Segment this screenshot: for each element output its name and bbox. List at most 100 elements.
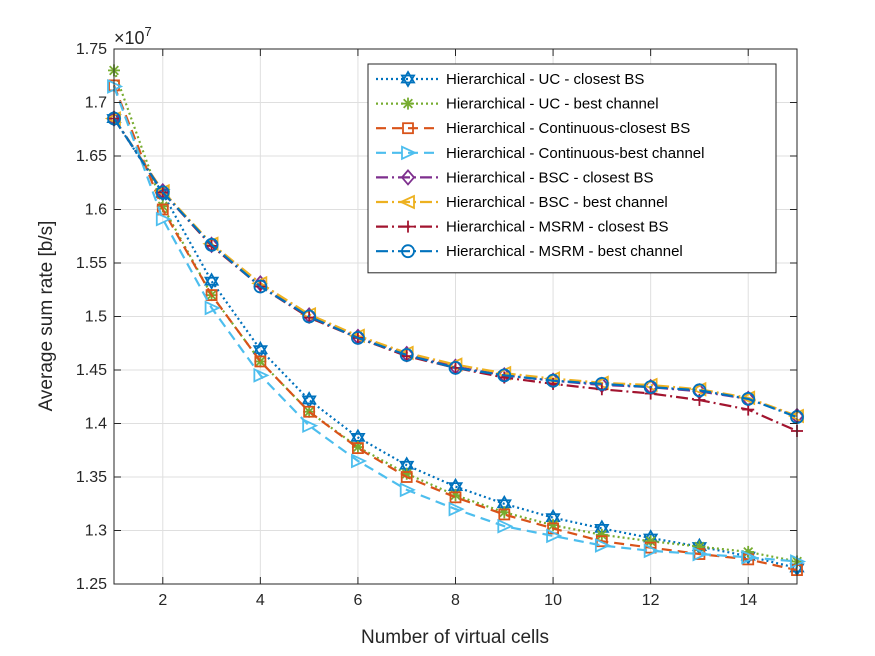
data-point <box>252 340 268 359</box>
y-exponent-power: 7 <box>145 24 152 39</box>
y-tick-label: 1.35 <box>76 469 107 486</box>
legend-entry: Hierarchical - UC - best channel <box>376 96 659 113</box>
y-tick-label: 1.7 <box>85 95 107 112</box>
legend-label: Hierarchical - UC - best channel <box>446 96 659 113</box>
legend-entry: Hierarchical - MSRM - closest BS <box>376 219 669 236</box>
y-exponent-label: ×107 <box>114 24 152 48</box>
data-point <box>351 330 365 345</box>
data-point <box>741 549 758 565</box>
y-tick-label: 1.5 <box>85 309 107 326</box>
data-point <box>352 442 364 455</box>
legend-entry: Hierarchical - Continuous-best channel <box>376 145 704 162</box>
y-tick-label: 1.65 <box>76 148 107 165</box>
data-point <box>399 482 416 498</box>
x-tick-label: 6 <box>353 592 362 609</box>
tick-labels: 2 4 6 8 10 12 14 1.25 1.3 1.35 1.4 1.45 1.5 1.55 1.6 1.… <box>76 41 757 609</box>
data-point <box>448 501 465 517</box>
y-axis-label: Average sum rate [b/s] <box>36 221 57 412</box>
series-2 <box>108 64 803 568</box>
series-4 <box>107 79 807 569</box>
data-point <box>400 467 413 480</box>
data-point <box>303 311 316 324</box>
data-point <box>692 546 709 562</box>
data-point <box>741 391 756 406</box>
data-point <box>350 428 366 447</box>
data-point <box>303 405 316 418</box>
series-line <box>113 117 798 419</box>
data-point <box>497 368 512 383</box>
legend-box <box>367 63 777 274</box>
y-tick-label: 1.6 <box>85 202 107 219</box>
legend-entry: Hierarchical - BSC - closest BS <box>376 169 654 186</box>
legend-label: Hierarchical - Continuous-closest BS <box>446 120 690 137</box>
data-point <box>203 272 220 290</box>
data-point <box>302 309 317 324</box>
data-point <box>595 528 608 541</box>
data-point <box>692 383 707 398</box>
x-tick-label: 12 <box>642 592 660 609</box>
legend-marker <box>401 145 418 161</box>
y-tick-label: 1.4 <box>85 416 107 433</box>
data-point <box>448 360 463 375</box>
data-point <box>254 355 267 368</box>
legend-marker <box>401 244 415 259</box>
legend-entry: Hierarchical - BSC - best channel <box>376 194 668 211</box>
x-tick-label: 10 <box>544 592 562 609</box>
legend-label: Hierarchical - BSC - best channel <box>446 194 668 211</box>
data-point <box>594 377 609 391</box>
data-point <box>594 538 612 553</box>
legend-entry: Hierarchical - UC - closest BS <box>376 70 644 88</box>
legend: Hierarchical - UC - closest BS Hierarchic… <box>367 63 777 274</box>
data-point <box>204 300 221 316</box>
x-tick-label: 2 <box>158 592 167 609</box>
data-point <box>400 471 413 483</box>
y-tick-label: 1.25 <box>76 576 107 593</box>
data-point <box>204 237 219 252</box>
legend-marker <box>400 169 416 186</box>
legend-label: Hierarchical - BSC - closest BS <box>446 169 654 186</box>
data-point <box>644 535 657 548</box>
series-line <box>112 70 798 563</box>
y-exponent-base: ×10 <box>114 28 145 48</box>
data-point <box>351 453 368 469</box>
data-point <box>643 380 658 395</box>
data-point <box>497 518 514 534</box>
data-point <box>302 418 319 434</box>
ticks <box>114 48 797 585</box>
legend-marker <box>402 220 414 233</box>
data-point <box>253 279 268 294</box>
data-point <box>155 211 172 227</box>
x-tick-label: 4 <box>256 592 265 609</box>
series-line <box>112 84 798 572</box>
legend-entry: Hierarchical - MSRM - best channel <box>376 243 683 260</box>
legend-marker <box>400 70 416 88</box>
data-point <box>301 391 317 409</box>
x-axis-label: Number of virtual cells <box>361 627 549 648</box>
legend-marker <box>402 122 414 135</box>
data-point <box>399 348 414 362</box>
data-point <box>498 508 511 521</box>
y-tick-label: 1.45 <box>76 362 107 379</box>
series-group <box>104 64 807 577</box>
legend-label: Hierarchical - Continuous-best channel <box>446 145 704 162</box>
legend-marker <box>398 194 415 210</box>
data-point <box>546 528 563 544</box>
data-point <box>644 541 657 554</box>
data-point <box>156 203 169 216</box>
y-tick-label: 1.3 <box>85 523 107 540</box>
legend-label: Hierarchical - UC - closest BS <box>446 71 644 88</box>
series-line <box>112 86 798 563</box>
y-tick-label: 1.75 <box>76 41 107 58</box>
x-tick-label: 8 <box>451 592 460 609</box>
data-point <box>595 535 608 548</box>
data-point <box>253 367 270 383</box>
data-point <box>155 185 170 200</box>
y-tick-label: 1.55 <box>76 255 107 272</box>
legend-marker <box>402 97 414 110</box>
legend-label: Hierarchical - MSRM - best channel <box>446 243 683 260</box>
legend-entry: Hierarchical - Continuous-closest BS <box>376 120 690 137</box>
legend-label: Hierarchical - MSRM - closest BS <box>446 219 669 236</box>
x-tick-label: 14 <box>739 592 757 609</box>
data-point <box>449 491 462 504</box>
data-point <box>643 543 660 559</box>
